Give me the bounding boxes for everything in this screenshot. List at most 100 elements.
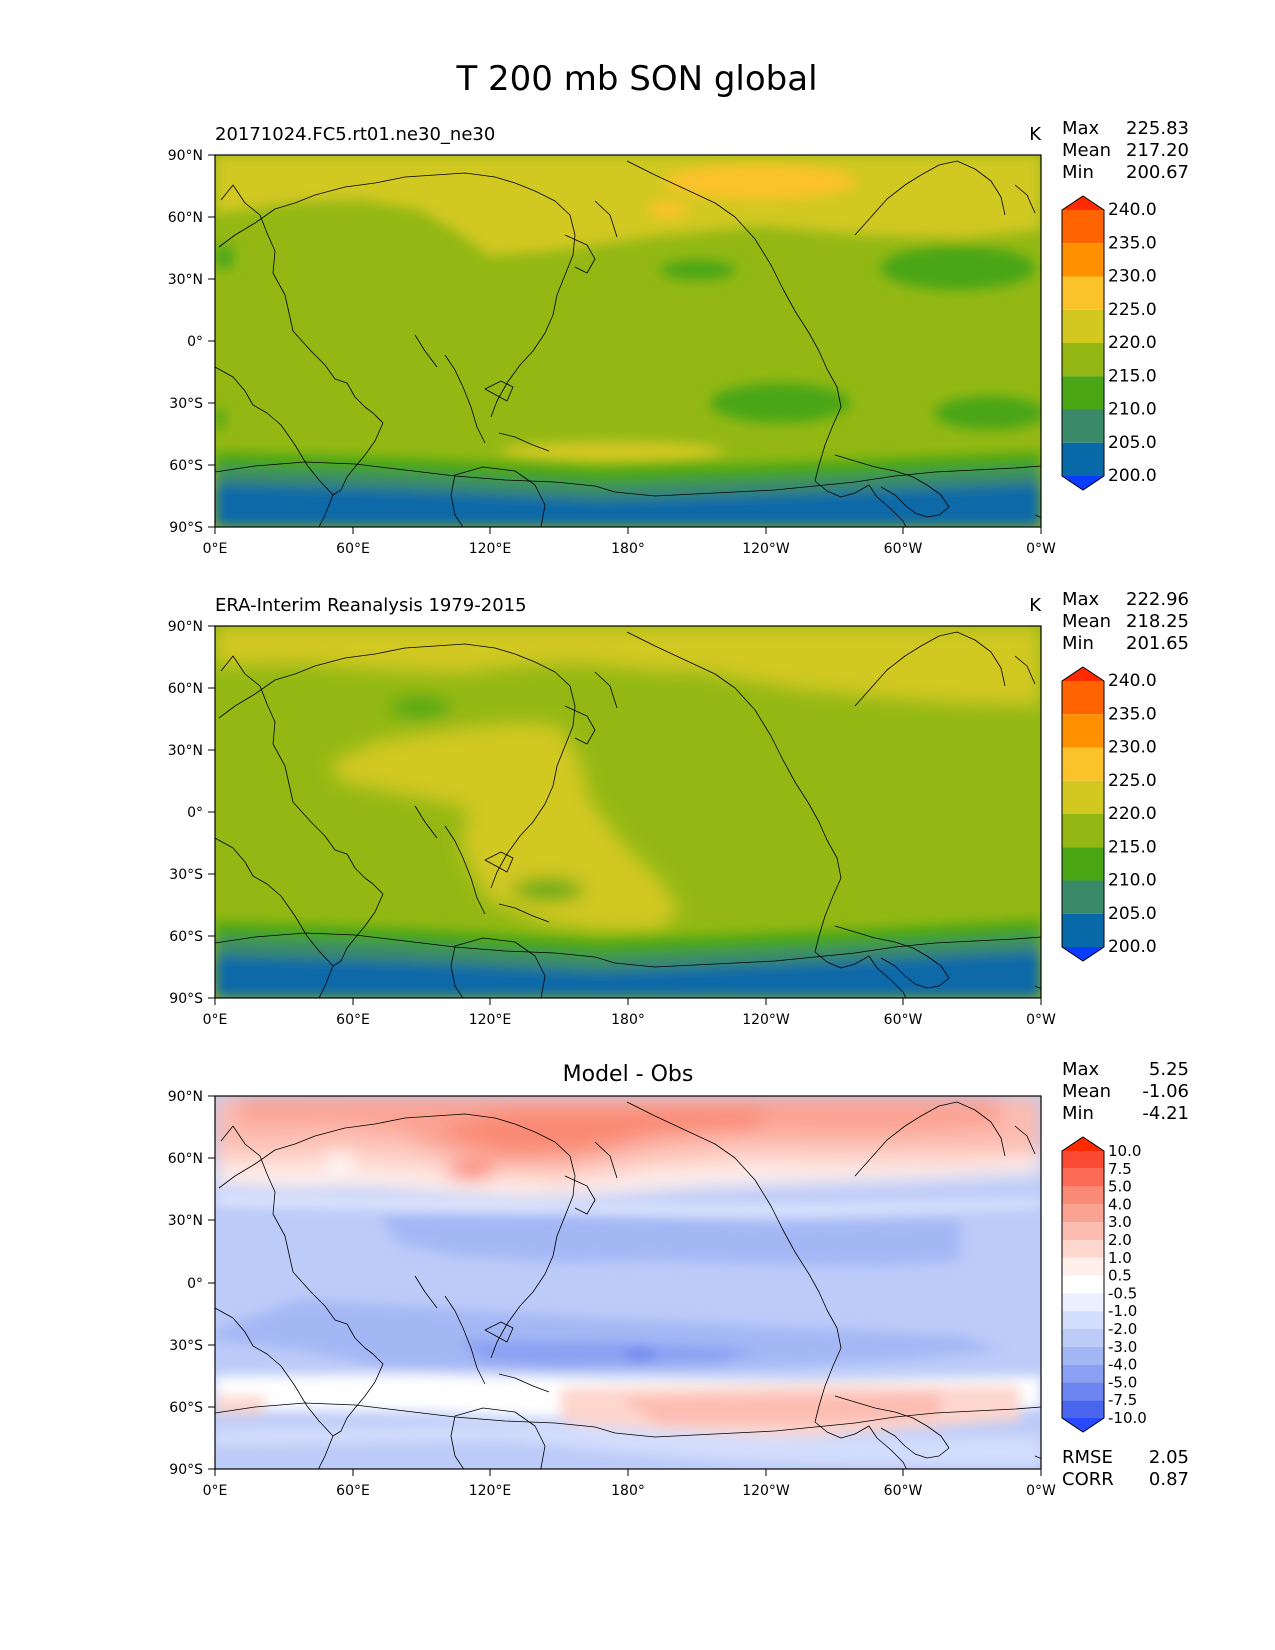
- colorbar-swatch: [1062, 1257, 1104, 1276]
- colorbar-label: 205.0: [1108, 433, 1157, 453]
- stat-label: Min: [1062, 1103, 1094, 1124]
- colorbar-label: 225.0: [1108, 771, 1157, 791]
- panel-model-lat-axis: 90°N 60°N 30°N 0° 30°S 60°S 90°S: [168, 148, 215, 536]
- colorbar-label: 220.0: [1108, 804, 1157, 824]
- stat-value: 201.65: [1126, 633, 1189, 654]
- colorbar-label: 215.0: [1108, 837, 1157, 857]
- lon-tick: 120°W: [742, 1012, 790, 1028]
- colorbar-swatch: [1062, 747, 1104, 781]
- stat-label: Mean: [1062, 1081, 1111, 1102]
- colorbar-swatch: [1062, 681, 1104, 715]
- panel-diff-stats: Max 5.25 Mean -1.06 Min -4.21: [1062, 1059, 1189, 1124]
- lat-tick: 30°N: [168, 1213, 203, 1229]
- colorbar-label: 225.0: [1108, 300, 1157, 320]
- panel-obs-stats: Max 222.96 Mean 218.25 Min 201.65: [1062, 589, 1189, 654]
- lon-tick: 60°W: [884, 541, 923, 557]
- colorbar-label: -2.0: [1108, 1320, 1137, 1338]
- panel-diff-center-title: Model - Obs: [563, 1062, 694, 1087]
- colorbar-swatch: [1062, 947, 1104, 961]
- lon-tick: 0°W: [1026, 1012, 1056, 1028]
- colorbar-swatch: [1062, 1382, 1104, 1401]
- colorbar-label: 230.0: [1108, 267, 1157, 287]
- colorbar-label: -7.5: [1108, 1391, 1137, 1409]
- lon-tick: 60°W: [884, 1483, 923, 1499]
- lat-tick: 90°N: [168, 619, 203, 635]
- lon-tick: 0°W: [1026, 1483, 1056, 1499]
- stat-label: Min: [1062, 162, 1094, 183]
- lon-tick: 60°W: [884, 1012, 923, 1028]
- colorbar-swatch: [1062, 1293, 1104, 1312]
- colorbar-label: 240.0: [1108, 200, 1157, 220]
- colorbar-label: 3.0: [1108, 1213, 1132, 1231]
- colorbar-swatch: [1062, 276, 1104, 310]
- panel-obs-colorbar: 240.0 235.0 230.0 225.0 220.0 215.0 210.0 205.0…: [1061, 666, 1157, 962]
- panel-model-units: K: [1029, 124, 1042, 145]
- lon-tick: 180°: [611, 1483, 645, 1499]
- colorbar-label: -0.5: [1108, 1284, 1137, 1302]
- panel-obs-lon-axis: 0°E 60°E 120°E 180° 120°W 60°W 0°W: [203, 998, 1056, 1028]
- panel-model-lon-axis: 0°E 60°E 120°E 180° 120°W 60°W 0°W: [203, 527, 1056, 557]
- panel-obs-lat-axis: 90°N 60°N 30°N 0° 30°S 60°S 90°S: [168, 619, 215, 1007]
- stat-value: 200.67: [1126, 162, 1189, 183]
- stat-value: -1.06: [1142, 1081, 1189, 1102]
- lat-tick: 90°S: [169, 1462, 203, 1478]
- panel-diff-lon-axis: 0°E 60°E 120°E 180° 120°W 60°W 0°W: [203, 1469, 1056, 1499]
- stat-label: Min: [1062, 633, 1094, 654]
- lon-tick: 120°E: [469, 541, 512, 557]
- lat-tick: 90°N: [168, 1089, 203, 1105]
- stat-label: Mean: [1062, 140, 1111, 161]
- panel-diff-lat-axis: 90°N 60°N 30°N 0° 30°S 60°S 90°S: [168, 1089, 215, 1478]
- panel-diff-map: [215, 1096, 1041, 1469]
- colorbar-swatch: [1062, 714, 1104, 748]
- colorbar-label: 205.0: [1108, 904, 1157, 924]
- colorbar-label: 10.0: [1108, 1142, 1141, 1160]
- colorbar-label: 7.5: [1108, 1160, 1132, 1178]
- stat-label: Max: [1062, 118, 1100, 139]
- panel-diff-colorbar: 10.07.55.04.03.02.01.00.5-0.5-1.0-2.0-3.…: [1061, 1136, 1147, 1433]
- colorbar-swatch: [1062, 196, 1104, 210]
- panel-model-stats: Max 225.83 Mean 217.20 Min 200.67: [1062, 118, 1189, 183]
- colorbar-swatch: [1062, 847, 1104, 881]
- colorbar-label: -3.0: [1108, 1338, 1137, 1356]
- lat-tick: 90°N: [168, 148, 203, 164]
- lat-tick: 60°N: [168, 681, 203, 697]
- lat-tick: 90°S: [169, 991, 203, 1007]
- lon-tick: 120°E: [469, 1483, 512, 1499]
- panel-obs: ERA-Interim Reanalysis 1979-2015 K 90°N …: [168, 589, 1189, 1028]
- colorbar-swatch: [1062, 409, 1104, 443]
- stat-value: 222.96: [1126, 589, 1189, 610]
- lat-tick: 60°N: [168, 1151, 203, 1167]
- colorbar-swatch: [1062, 442, 1104, 476]
- lat-tick: 0°: [187, 805, 203, 821]
- colorbar-label: 1.0: [1108, 1249, 1132, 1267]
- colorbar-label: -1.0: [1108, 1302, 1137, 1320]
- colorbar-swatch: [1062, 376, 1104, 410]
- colorbar-outline: [1061, 1136, 1105, 1433]
- colorbar-swatch: [1062, 1346, 1104, 1365]
- colorbar-label: 5.0: [1108, 1178, 1132, 1196]
- lon-tick: 60°E: [336, 541, 370, 557]
- panel-model-map: [215, 155, 1041, 527]
- lat-tick: 60°S: [169, 458, 203, 474]
- colorbar-swatch: [1062, 1168, 1104, 1187]
- colorbar-swatch: [1062, 343, 1104, 377]
- stat-value: 225.83: [1126, 118, 1189, 139]
- lat-tick: 0°: [187, 334, 203, 350]
- colorbar-swatch: [1062, 1329, 1104, 1347]
- colorbar-swatch: [1062, 1275, 1104, 1294]
- colorbar-swatch: [1062, 880, 1104, 914]
- colorbar-swatch: [1062, 1204, 1104, 1223]
- panel-model: 20171024.FC5.rt01.ne30_ne30 K: [168, 118, 1189, 557]
- lat-tick: 60°N: [168, 210, 203, 226]
- colorbar-label: 240.0: [1108, 671, 1157, 691]
- lon-tick: 60°E: [336, 1483, 370, 1499]
- stat-label: Max: [1062, 1059, 1100, 1080]
- panel-obs-left-title: ERA-Interim Reanalysis 1979-2015: [215, 595, 527, 616]
- colorbar-swatch: [1062, 1222, 1104, 1240]
- panel-obs-map: [215, 626, 1041, 998]
- colorbar-swatch: [1062, 210, 1104, 244]
- stat-value: 217.20: [1126, 140, 1189, 161]
- lat-tick: 90°S: [169, 520, 203, 536]
- lon-tick: 0°W: [1026, 541, 1056, 557]
